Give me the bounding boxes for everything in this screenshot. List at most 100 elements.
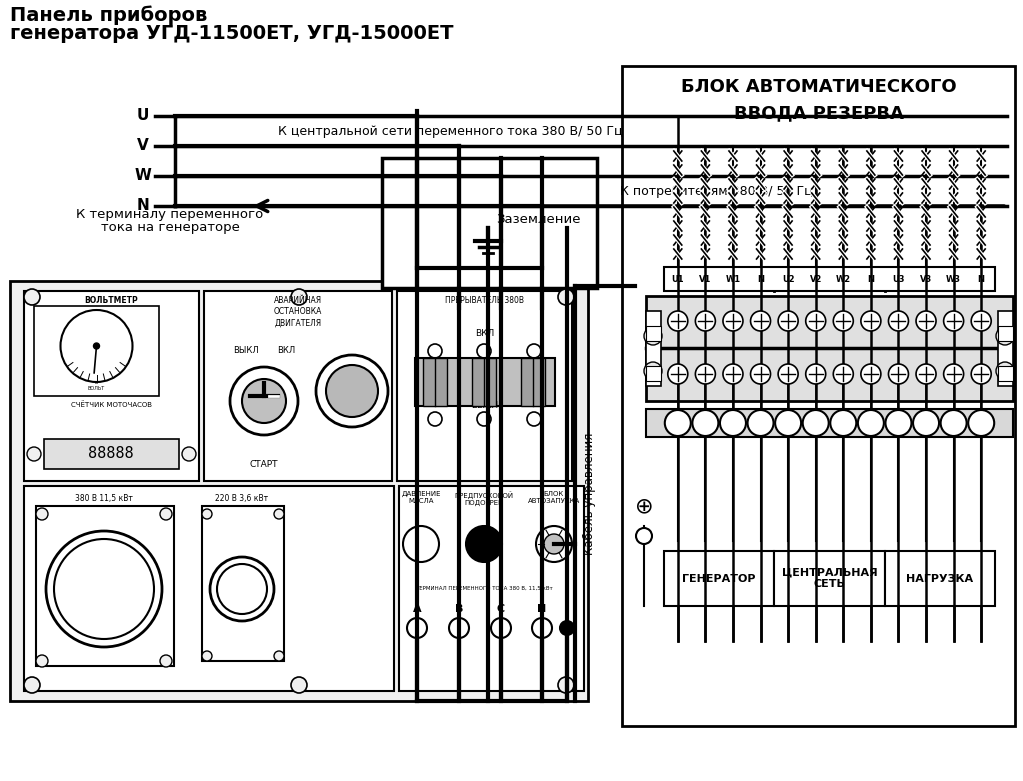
Bar: [646, 311, 661, 386]
Circle shape: [160, 508, 172, 520]
Circle shape: [210, 557, 274, 621]
Circle shape: [751, 311, 770, 331]
Bar: [646, 296, 1013, 401]
Circle shape: [274, 651, 284, 661]
Circle shape: [326, 365, 379, 417]
Circle shape: [668, 364, 687, 384]
Text: V1: V1: [699, 274, 712, 284]
Text: ВВОДА РЕЗЕРВА: ВВОДА РЕЗЕРВА: [733, 104, 903, 122]
Circle shape: [466, 526, 502, 562]
Circle shape: [886, 410, 911, 436]
Text: ⊕: ⊕: [634, 496, 654, 516]
Circle shape: [403, 526, 439, 562]
Text: V2: V2: [810, 420, 820, 426]
Bar: [204, 291, 392, 481]
Text: АВАРИЙНАЯ
ОСТАНОВКА
ДВИГАТЕЛЯ: АВАРИЙНАЯ ОСТАНОВКА ДВИГАТЕЛЯ: [274, 296, 322, 327]
Circle shape: [723, 311, 743, 331]
Circle shape: [751, 364, 770, 384]
Text: W1: W1: [726, 420, 740, 426]
Text: ВКЛ: ВКЛ: [475, 329, 494, 338]
Circle shape: [861, 364, 881, 384]
Circle shape: [46, 531, 162, 647]
Text: Заземление: Заземление: [496, 213, 580, 226]
Bar: [44, 439, 179, 469]
Circle shape: [996, 327, 1014, 345]
Circle shape: [696, 364, 715, 384]
Circle shape: [914, 410, 939, 436]
Bar: [885, 551, 995, 606]
Text: ПРЕРЫВАТЕЛЬ 380В: ПРЕРЫВАТЕЛЬ 380В: [445, 296, 524, 305]
Text: N: N: [758, 420, 763, 426]
Text: БЛОК
АВТОЗАПУСКА: БЛОК АВТОЗАПУСКА: [528, 491, 580, 504]
Circle shape: [971, 364, 991, 384]
Circle shape: [779, 364, 798, 384]
Bar: [415, 358, 555, 406]
Circle shape: [202, 509, 212, 519]
Bar: [998, 311, 1013, 386]
Text: N: N: [868, 420, 874, 426]
Text: 100: 100: [77, 358, 86, 364]
Circle shape: [160, 655, 172, 667]
Circle shape: [544, 534, 564, 554]
Text: 220 В 3,6 кВт: 220 В 3,6 кВт: [216, 494, 269, 503]
Circle shape: [996, 362, 1014, 380]
Circle shape: [693, 410, 718, 436]
Bar: [24, 291, 199, 481]
Circle shape: [316, 355, 388, 427]
Circle shape: [449, 618, 469, 638]
Bar: [24, 486, 394, 691]
Circle shape: [636, 528, 652, 544]
Bar: [382, 158, 597, 288]
Bar: [664, 551, 774, 606]
Text: К центральной сети переменного тока 380 В/ 50 Гц: К центральной сети переменного тока 380 …: [278, 125, 622, 138]
Text: U3: U3: [892, 274, 904, 284]
Circle shape: [477, 344, 491, 358]
Circle shape: [527, 412, 541, 426]
Text: ПРЕДПУСКОВОЙ
ПОДОГРЕВ: ПРЕДПУСКОВОЙ ПОДОГРЕВ: [454, 491, 514, 506]
Text: V2: V2: [809, 274, 821, 284]
Text: ТЕРМИНАЛ ПЕРЕМЕННОГО ТОКА 380 В, 11,5 кВт: ТЕРМИНАЛ ПЕРЕМЕННОГО ТОКА 380 В, 11,5 кВ…: [415, 586, 552, 591]
Bar: [622, 66, 1015, 726]
Text: Панель приборов: Панель приборов: [10, 5, 208, 24]
Text: К терминалу переменного: К терминалу переменного: [77, 208, 264, 221]
Text: U2: U2: [783, 420, 793, 426]
Circle shape: [831, 410, 856, 436]
Text: N: N: [978, 274, 985, 284]
Text: К потребителям 380 В/ 50 Гц: К потребителям 380 В/ 50 Гц: [620, 185, 812, 198]
Text: U: U: [137, 109, 149, 123]
Bar: [998, 366, 1013, 381]
Text: 300: 300: [99, 364, 108, 369]
Text: W1: W1: [725, 274, 741, 284]
Bar: [774, 551, 885, 606]
Bar: [472, 358, 496, 406]
Text: ВЫКЛ: ВЫКЛ: [471, 401, 498, 410]
Text: U1: U1: [672, 420, 683, 426]
Circle shape: [36, 508, 48, 520]
Circle shape: [230, 367, 298, 435]
Bar: [998, 326, 1013, 341]
Circle shape: [665, 410, 691, 436]
Circle shape: [527, 344, 541, 358]
Text: N: N: [757, 274, 764, 284]
Circle shape: [779, 311, 798, 331]
Bar: [10, 281, 588, 701]
Circle shape: [60, 310, 133, 382]
Bar: [36, 506, 174, 666]
Circle shape: [217, 564, 267, 614]
Circle shape: [558, 289, 574, 305]
Text: V3: V3: [921, 420, 931, 426]
Circle shape: [720, 410, 746, 436]
Text: СТАРТ: СТАРТ: [250, 460, 278, 469]
Text: W2: W2: [837, 420, 849, 426]
Text: W3: W3: [947, 420, 960, 426]
Circle shape: [477, 412, 491, 426]
Circle shape: [36, 655, 48, 667]
Text: N: N: [868, 274, 875, 284]
Text: N: N: [137, 198, 149, 213]
Circle shape: [723, 364, 743, 384]
Bar: [521, 358, 545, 406]
Circle shape: [182, 447, 196, 461]
Circle shape: [532, 618, 552, 638]
Text: V3: V3: [920, 274, 932, 284]
Text: 400: 400: [107, 358, 117, 363]
